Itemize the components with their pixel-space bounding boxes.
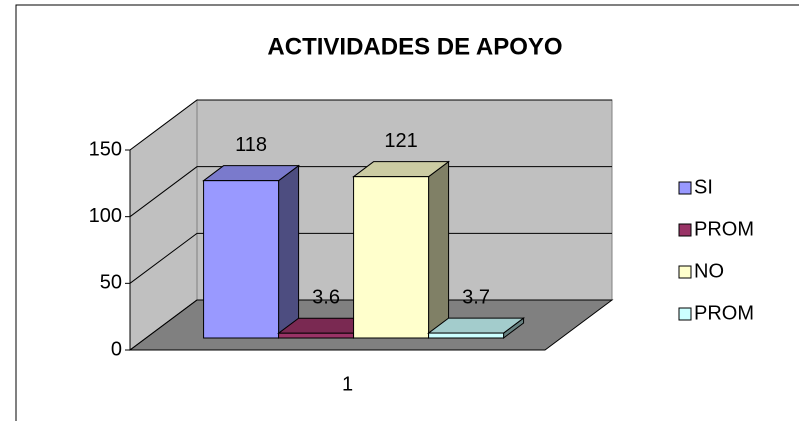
bar	[427, 317, 526, 339]
grid-line	[129, 299, 612, 351]
legend-label: NO	[694, 260, 724, 282]
legend-label: PROM	[694, 302, 754, 324]
grid-line	[129, 99, 612, 151]
legend-swatch	[678, 181, 692, 195]
y-tick-label: 0	[111, 338, 122, 360]
y-tick-label: 100	[89, 205, 122, 227]
bar	[352, 160, 451, 339]
legend-label: PROM	[694, 218, 754, 240]
bar-front	[278, 332, 355, 339]
data-label: 118	[235, 134, 267, 156]
bar-front	[353, 176, 430, 339]
grid-line	[129, 166, 612, 218]
data-label: 3.6	[312, 286, 340, 308]
y-tick-label: 50	[100, 272, 122, 294]
bar-side	[428, 160, 450, 339]
chart-title: ACTIVIDADES DE APOYO	[267, 33, 562, 60]
bar-front	[428, 332, 505, 339]
data-label: 3.7	[462, 286, 490, 308]
bar	[202, 164, 301, 339]
data-label: 121	[384, 130, 417, 152]
legend-label: SI	[694, 176, 713, 198]
bar-front	[203, 180, 280, 339]
grid-line	[129, 232, 612, 284]
legend-swatch	[678, 223, 692, 237]
legend-swatch	[678, 307, 692, 321]
bar-side	[278, 164, 300, 339]
y-tick-label: 150	[89, 138, 122, 160]
legend-swatch	[678, 265, 692, 279]
x-tick-label: 1	[342, 373, 353, 395]
